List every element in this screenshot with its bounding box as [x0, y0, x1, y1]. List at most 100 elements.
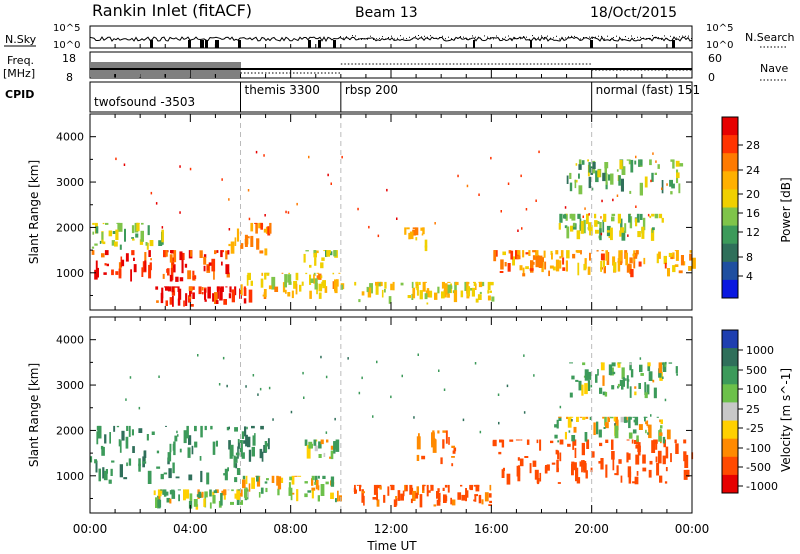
heatmap-cell: [621, 166, 626, 175]
nsky-label: N.Sky: [5, 33, 37, 46]
heatmap-cell: [649, 460, 653, 465]
colorbar-tick-label: 20: [746, 188, 760, 201]
heatmap-cell: [604, 162, 609, 169]
heatmap-cell: [219, 287, 223, 301]
heatmap-speck: [521, 227, 523, 230]
heatmap-cell: [158, 240, 163, 246]
heatmap-cell: [565, 260, 568, 272]
heatmap-cell: [621, 384, 624, 390]
nsearch-dot: [619, 36, 620, 38]
heatmap-cell: [237, 489, 242, 491]
heatmap-cell: [427, 490, 431, 493]
heatmap-cell: [582, 460, 585, 465]
heatmap-cell: [546, 464, 550, 471]
heatmap-cell: [190, 286, 195, 290]
nsearch-dot: [373, 39, 374, 40]
colorbar-swatch: [722, 348, 738, 367]
heatmap-cell: [192, 292, 195, 299]
nsearch-dot: [643, 37, 644, 39]
heatmap-cell: [412, 287, 416, 299]
heatmap-speck: [647, 213, 650, 217]
heatmap-cell: [330, 492, 334, 499]
heatmap-speck: [189, 167, 192, 171]
heatmap-cell: [304, 481, 308, 484]
heatmap-speck: [376, 360, 378, 364]
heatmap-cell: [284, 274, 287, 288]
heatmap-cell: [566, 416, 568, 419]
heatmap-cell: [643, 257, 646, 265]
heatmap-cell: [636, 250, 639, 255]
heatmap-cell: [384, 281, 387, 289]
heatmap-cell: [170, 250, 173, 253]
heatmap-cell: [405, 484, 408, 492]
heatmap-cell: [118, 268, 122, 279]
heatmap-cell: [295, 272, 299, 281]
heatmap-speck: [254, 433, 256, 436]
heatmap-cell: [264, 248, 268, 256]
nsearch-dot: [442, 35, 443, 37]
heatmap-cell: [451, 463, 454, 467]
heatmap-cell: [493, 250, 497, 262]
heatmap-cell: [655, 456, 658, 463]
heatmap-cell: [203, 254, 207, 258]
heatmap-cell: [415, 237, 418, 241]
nsearch-dot: [364, 38, 365, 40]
cpid-segments: twofsound -3503 themis 3300 rbsp 200 normal…: [94, 82, 700, 112]
heatmap-cell: [460, 290, 464, 298]
heatmap-cell: [570, 225, 574, 232]
heatmap-cell: [264, 272, 267, 280]
heatmap-cell: [421, 233, 424, 236]
nsearch-dot: [460, 36, 461, 38]
heatmap-cell: [138, 428, 143, 433]
heatmap-cell: [201, 291, 204, 295]
heatmap-cell: [430, 484, 434, 491]
heatmap-cell: [565, 213, 568, 221]
heatmap-cell: [240, 284, 243, 296]
heatmap-cell: [419, 494, 423, 508]
heatmap-cell: [108, 230, 113, 237]
heatmap-cell: [243, 298, 247, 304]
heatmap-cell: [602, 172, 606, 182]
heatmap-cell: [131, 429, 134, 436]
heatmap-speck: [652, 152, 654, 155]
heatmap-cell: [330, 445, 334, 450]
heatmap-cell: [155, 497, 159, 508]
heatmap-cell: [525, 266, 529, 270]
heatmap-cell: [597, 170, 601, 178]
heatmap-cell: [187, 295, 192, 303]
heatmap-cell: [442, 439, 445, 449]
heatmap-cell: [238, 442, 240, 449]
heatmap-cell: [474, 494, 477, 502]
heatmap-cell: [651, 440, 656, 453]
heatmap-cell: [529, 268, 534, 271]
heatmap-cell: [220, 286, 224, 292]
cpid-segment-label: rbsp 200: [345, 83, 398, 97]
heatmap-cell: [118, 439, 121, 447]
heatmap-speck: [320, 355, 322, 359]
nsearch-dot: [361, 38, 362, 40]
heatmap-cell: [664, 362, 667, 367]
heatmap-cell: [636, 471, 639, 476]
heatmap-cell: [414, 227, 419, 236]
nsearch-dot: [367, 38, 368, 40]
heatmap-cell: [676, 373, 678, 376]
heatmap-cell: [674, 264, 679, 267]
heatmap-cell: [250, 235, 254, 247]
heatmap-speck: [571, 419, 573, 422]
colorbar-swatch: [722, 189, 738, 208]
heatmap-cell: [320, 484, 325, 496]
heatmap-cell: [104, 434, 107, 444]
heatmap-speck: [290, 410, 293, 414]
nsearch-dot: [595, 36, 596, 38]
heatmap-cell: [648, 371, 653, 381]
heatmap-cell: [185, 293, 188, 306]
nsearch-dot: [589, 36, 590, 38]
heatmap-cell: [123, 477, 128, 480]
heatmap-cell: [163, 489, 167, 497]
heatmap-cell: [115, 271, 119, 275]
heatmap-cell: [250, 222, 254, 232]
heatmap-cell: [191, 445, 194, 455]
heatmap-cell: [245, 434, 248, 447]
nsearch-dot: [577, 37, 578, 39]
heatmap-cell: [573, 462, 577, 471]
